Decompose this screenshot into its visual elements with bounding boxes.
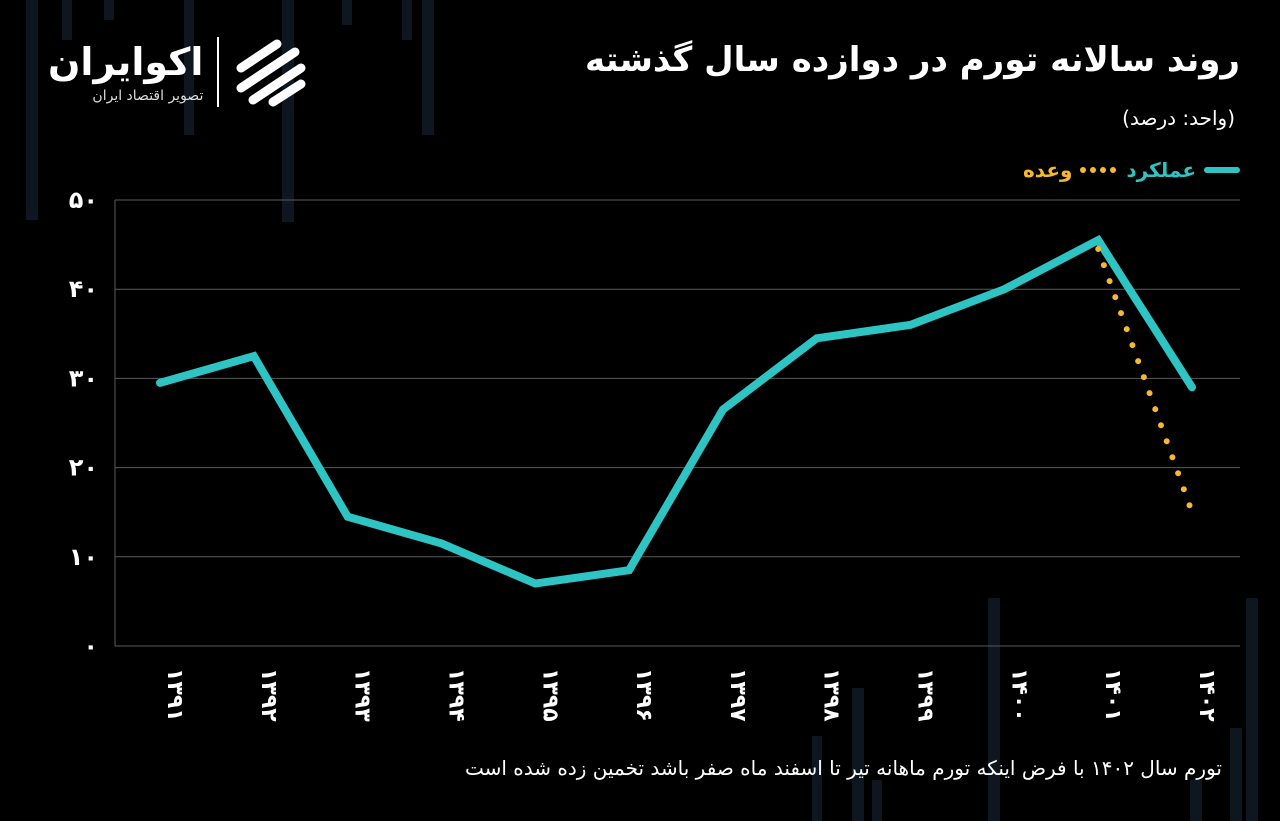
- bg-bar-6: [402, 0, 412, 40]
- bg-bar-14: [872, 780, 882, 821]
- x-tick-label: ۱۴۰۲: [1194, 668, 1219, 722]
- x-tick-label: ۱۳۹۵: [537, 668, 562, 722]
- logo-subtitle: تصویر اقتصاد ایران: [92, 88, 204, 104]
- bg-bar-12: [1190, 780, 1202, 821]
- bg-bar-1: [62, 0, 72, 40]
- bg-bar-3: [184, 0, 194, 135]
- x-tick-label: ۱۳۹۳: [350, 668, 375, 722]
- x-tick-label: ۱۴۰۰: [1006, 668, 1031, 722]
- x-tick-label: ۱۳۹۶: [631, 668, 656, 722]
- y-tick-label: ۴۰: [69, 275, 98, 303]
- bg-bar-8: [988, 598, 1000, 821]
- legend-item-promise: وعده: [1022, 158, 1117, 182]
- bg-bar-5: [342, 0, 352, 25]
- unit-label: (واحد: درصد): [1122, 106, 1235, 130]
- series-line-promise: [1095, 246, 1195, 516]
- y-tick-label: ۱۰: [69, 543, 98, 571]
- legend-swatch-promise: [1080, 167, 1117, 173]
- x-tick-label: ۱۳۹۸: [819, 668, 844, 722]
- bg-bar-9: [1246, 598, 1258, 821]
- x-tick-label: ۱۳۹۷: [725, 668, 750, 722]
- y-tick-label: ۲۰: [69, 454, 98, 482]
- logo-name: اکوایران: [48, 40, 204, 84]
- bg-bar-0: [26, 0, 38, 220]
- chart-legend: عملکرد وعده: [1023, 155, 1240, 185]
- bg-bar-11: [852, 688, 864, 821]
- legend-swatch-actual: [1204, 167, 1240, 173]
- y-tick-label: ۵۰: [69, 186, 98, 214]
- footnote: تورم سال ۱۴۰۲ با فرض اینکه تورم ماهانه ت…: [464, 756, 1222, 780]
- bg-bar-13: [1230, 728, 1242, 821]
- x-tick-label: ۱۳۹۹: [913, 668, 938, 722]
- chart-title: روند سالانه تورم در دوازده سال گذشته: [584, 40, 1240, 80]
- ecoiran-logo: اکوایران تصویر اقتصاد ایران: [48, 32, 309, 112]
- x-tick-label: ۱۳۹۱: [162, 668, 187, 722]
- bg-bar-2: [104, 0, 114, 20]
- y-tick-label: ۰: [83, 632, 98, 660]
- bg-bar-10: [812, 736, 822, 821]
- legend-item-actual: عملکرد: [1126, 158, 1240, 182]
- logo-mark-icon: [236, 39, 306, 107]
- x-tick-label: ۱۴۰۱: [1100, 668, 1125, 722]
- x-tick-label: ۱۳۹۴: [443, 668, 468, 722]
- series-line-actual: [156, 234, 1196, 588]
- bg-bar-7: [422, 0, 434, 135]
- x-tick-label: ۱۳۹۲: [256, 668, 281, 722]
- logo-divider: [217, 37, 220, 107]
- y-tick-label: ۳۰: [69, 364, 98, 392]
- legend-label-promise: وعده: [1022, 158, 1073, 182]
- legend-label-actual: عملکرد: [1126, 158, 1196, 182]
